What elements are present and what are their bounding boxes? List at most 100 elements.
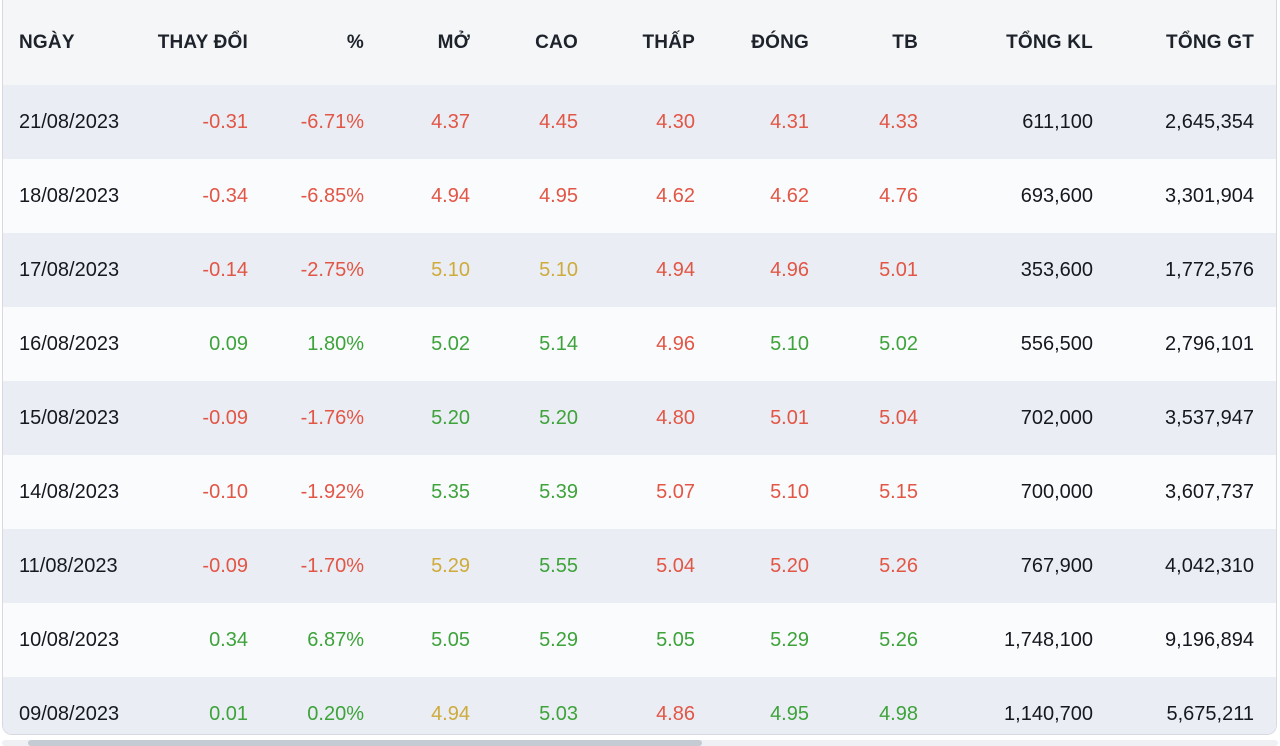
open-cell: 5.02 — [431, 332, 470, 355]
column-header-change[interactable]: THAY ĐỔI — [153, 0, 258, 85]
low-cell: 4.80 — [656, 406, 695, 429]
open-cell: 4.37 — [431, 110, 470, 133]
table-header: NGÀY THAY ĐỔI% MỞ CAO THẤP ĐÓNG TB TỔNG KL TỔNG … — [3, 0, 1276, 85]
percent-cell: -1.76% — [300, 406, 364, 429]
low-cell: 4.86 — [656, 702, 695, 725]
change-cell: -0.09 — [202, 406, 248, 429]
low-cell: 4.30 — [656, 110, 695, 133]
high-cell: 5.29 — [539, 628, 578, 651]
avg-cell: 5.04 — [879, 406, 918, 429]
low-cell: 4.94 — [656, 258, 695, 281]
date-cell: 16/08/2023 — [19, 332, 120, 355]
date-cell: 11/08/2023 — [19, 554, 118, 577]
avg-cell: 4.33 — [879, 110, 918, 133]
percent-cell: -6.85% — [300, 184, 364, 207]
high-cell: 4.45 — [539, 110, 578, 133]
column-header-total_kl[interactable]: TỔNG KL — [928, 0, 1103, 85]
date-cell: 21/08/2023 — [19, 110, 120, 133]
avg-cell: 5.26 — [879, 554, 918, 577]
low-cell: 5.05 — [656, 628, 695, 651]
high-cell: 5.03 — [539, 702, 578, 725]
percent-cell: -1.92% — [300, 480, 364, 503]
low-cell: 5.07 — [656, 480, 695, 503]
percent-cell: 1.80% — [307, 332, 364, 355]
close-cell: 5.29 — [770, 628, 809, 651]
change-cell: -0.31 — [202, 110, 248, 133]
table-row: 21/08/2023 -0.31 -6.71% 4.37 4.45 4.30 4.31 4.3… — [3, 85, 1276, 159]
column-header-avg[interactable]: TB — [819, 0, 928, 85]
price-history-grid: NGÀY THAY ĐỔI% MỞ CAO THẤP ĐÓNG TB TỔNG KL TỔNG … — [3, 0, 1276, 734]
date-cell: 09/08/2023 — [19, 702, 120, 725]
percent-cell: 6.87% — [307, 628, 364, 651]
total_gt-cell: 2,645,354 — [1165, 110, 1254, 133]
change-cell: -0.09 — [202, 554, 248, 577]
percent-cell: -2.75% — [300, 258, 364, 281]
open-cell: 5.10 — [431, 258, 470, 281]
date-cell: 18/08/2023 — [19, 184, 120, 207]
high-cell: 5.55 — [539, 554, 578, 577]
total_gt-cell: 3,537,947 — [1165, 406, 1254, 429]
total_gt-cell: 9,196,894 — [1165, 628, 1254, 651]
low-cell: 4.96 — [656, 332, 695, 355]
change-cell: -0.14 — [202, 258, 248, 281]
open-cell: 5.29 — [431, 554, 470, 577]
open-cell: 4.94 — [431, 184, 470, 207]
close-cell: 5.10 — [770, 332, 809, 355]
column-header-close[interactable]: ĐÓNG — [705, 0, 819, 85]
low-cell: 4.62 — [656, 184, 695, 207]
avg-cell: 5.01 — [879, 258, 918, 281]
date-cell: 14/08/2023 — [19, 480, 120, 503]
change-cell: -0.10 — [202, 480, 248, 503]
low-cell: 5.04 — [656, 554, 695, 577]
open-cell: 5.35 — [431, 480, 470, 503]
total_gt-cell: 1,772,576 — [1165, 258, 1254, 281]
total_kl-cell: 1,140,700 — [1004, 702, 1093, 725]
total_kl-cell: 702,000 — [1020, 406, 1093, 429]
change-cell: 0.34 — [209, 628, 248, 651]
total_kl-cell: 700,000 — [1020, 480, 1093, 503]
total_gt-cell: 2,796,101 — [1165, 332, 1254, 355]
close-cell: 5.10 — [770, 480, 809, 503]
total_kl-cell: 556,500 — [1020, 332, 1093, 355]
high-cell: 5.20 — [539, 406, 578, 429]
close-cell: 4.96 — [770, 258, 809, 281]
total_gt-cell: 3,301,904 — [1165, 184, 1254, 207]
price-history-body: 21/08/2023 -0.31 -6.71% 4.37 4.45 4.30 4.31 4.3… — [3, 85, 1276, 734]
table-row: 17/08/2023 -0.14 -2.75% 5.10 5.10 4.94 4.96 5.0… — [3, 233, 1276, 307]
avg-cell: 5.26 — [879, 628, 918, 651]
header-row: NGÀY THAY ĐỔI% MỞ CAO THẤP ĐÓNG TB TỔNG KL TỔNG … — [3, 0, 1276, 85]
open-cell: 5.05 — [431, 628, 470, 651]
table-row: 14/08/2023 -0.10 -1.92% 5.35 5.39 5.07 5.10 5.1… — [3, 455, 1276, 529]
avg-cell: 4.98 — [879, 702, 918, 725]
column-header-date[interactable]: NGÀY — [3, 0, 153, 85]
total_kl-cell: 767,900 — [1020, 554, 1093, 577]
total_gt-cell: 3,607,737 — [1165, 480, 1254, 503]
close-cell: 5.01 — [770, 406, 809, 429]
column-header-low[interactable]: THẤP — [588, 0, 705, 85]
column-header-open[interactable]: MỞ — [374, 0, 480, 85]
avg-cell: 5.02 — [879, 332, 918, 355]
total_gt-cell: 4,042,310 — [1165, 554, 1254, 577]
column-header-total_gt[interactable]: TỔNG GT — [1103, 0, 1276, 85]
horizontal-scrollbar[interactable] — [2, 740, 1278, 746]
open-cell: 5.20 — [431, 406, 470, 429]
percent-cell: -1.70% — [300, 554, 364, 577]
close-cell: 4.62 — [770, 184, 809, 207]
date-cell: 17/08/2023 — [19, 258, 120, 281]
avg-cell: 5.15 — [879, 480, 918, 503]
date-cell: 15/08/2023 — [19, 406, 120, 429]
high-cell: 4.95 — [539, 184, 578, 207]
column-header-high[interactable]: CAO — [480, 0, 588, 85]
table-row: 09/08/2023 0.01 0.20% 4.94 5.03 4.86 4.95 4.98 1… — [3, 677, 1276, 734]
table-row: 11/08/2023 -0.09 -1.70% 5.29 5.55 5.04 5.20 5.2… — [3, 529, 1276, 603]
total_kl-cell: 693,600 — [1020, 184, 1093, 207]
column-header-percent[interactable]: % — [258, 0, 374, 85]
table-row: 15/08/2023 -0.09 -1.76% 5.20 5.20 4.80 5.01 5.0… — [3, 381, 1276, 455]
close-cell: 4.95 — [770, 702, 809, 725]
table-row: 18/08/2023 -0.34 -6.85% 4.94 4.95 4.62 4.62 4.7… — [3, 159, 1276, 233]
date-cell: 10/08/2023 — [19, 628, 120, 651]
percent-cell: -6.71% — [300, 110, 364, 133]
total_kl-cell: 611,100 — [1022, 110, 1093, 133]
horizontal-scrollbar-thumb[interactable] — [28, 740, 702, 746]
